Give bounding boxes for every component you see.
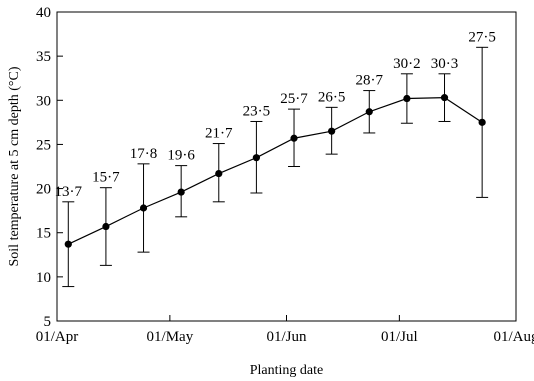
data-label: 17·8 bbox=[130, 146, 158, 162]
data-label: 30·2 bbox=[393, 56, 421, 72]
data-label: 15·7 bbox=[92, 170, 120, 186]
data-label: 21·7 bbox=[205, 126, 233, 142]
data-point bbox=[139, 204, 148, 212]
y-tick-label: 25 bbox=[36, 137, 51, 153]
data-point bbox=[328, 127, 336, 135]
y-axis: 5 10 15 20 25 30 35 40 bbox=[36, 5, 63, 330]
series-line: 13·7 15·7 17·8 19·6 21·7 23·5 25·7 26·5 28·7 30·2… bbox=[55, 29, 496, 288]
data-point bbox=[177, 188, 185, 196]
x-tick-label: 01/Apr bbox=[36, 329, 79, 345]
x-tick-label: 01/Aug bbox=[494, 329, 534, 345]
data-label: 28·7 bbox=[356, 73, 384, 89]
data-point bbox=[440, 94, 449, 102]
y-tick-label: 30 bbox=[36, 93, 51, 109]
y-tick-label: 40 bbox=[36, 5, 51, 21]
x-tick-label: 01/Jul bbox=[381, 329, 418, 345]
x-tick-label: 01/May bbox=[147, 329, 194, 345]
data-label: 30·3 bbox=[431, 56, 459, 72]
data-point bbox=[252, 154, 261, 162]
y-axis-title: Soil temperature at 5 cm depth (°C) bbox=[7, 66, 22, 266]
data-point bbox=[215, 169, 223, 178]
y-tick-label: 15 bbox=[36, 226, 51, 242]
x-axis-title: Planting date bbox=[250, 363, 324, 378]
series-path bbox=[68, 97, 483, 245]
y-tick-label: 20 bbox=[36, 182, 51, 198]
data-label: 25·7 bbox=[280, 91, 308, 107]
x-tick-label: 01/Jun bbox=[266, 329, 307, 345]
data-point bbox=[478, 118, 486, 126]
data-label: 19·6 bbox=[167, 148, 195, 164]
x-axis: 01/Apr 01/May 01/Jun 01/Jul 01/Aug bbox=[36, 315, 534, 345]
y-tick-label: 35 bbox=[36, 49, 51, 65]
y-tick-label: 10 bbox=[36, 270, 51, 286]
data-label: 23·5 bbox=[243, 103, 271, 119]
y-tick-label: 5 bbox=[44, 314, 52, 330]
data-point bbox=[290, 134, 298, 142]
data-point bbox=[64, 240, 72, 248]
data-point bbox=[102, 222, 110, 231]
data-label: 27·5 bbox=[468, 29, 496, 45]
data-point bbox=[365, 108, 373, 116]
data-label: 26·5 bbox=[318, 89, 346, 105]
data-label: 13·7 bbox=[55, 184, 83, 200]
data-point bbox=[403, 94, 411, 103]
